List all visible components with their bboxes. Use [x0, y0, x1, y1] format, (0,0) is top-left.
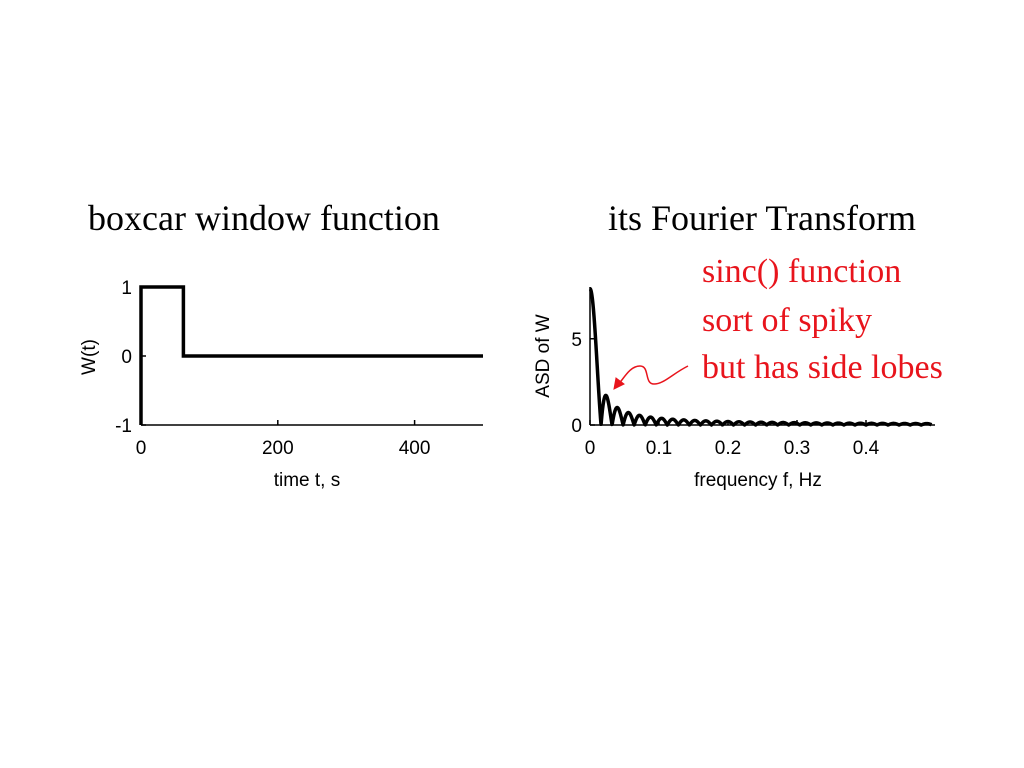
chart-title-boxcar: boxcar window function — [88, 198, 440, 238]
left-x-tick-label: 200 — [262, 438, 294, 459]
annotation-line-2: sort of spiky — [702, 302, 872, 339]
right-y-axis-label: ASD of W — [533, 314, 554, 397]
right-x-tick-label: 0 — [585, 438, 596, 459]
right-x-axis-label: frequency f, Hz — [694, 470, 822, 491]
right-x-tick-label: 0.1 — [646, 438, 672, 459]
right-x-tick-label: 0.3 — [784, 438, 810, 459]
chart-title-fourier: its Fourier Transform — [608, 198, 917, 238]
left-y-tick-label: -1 — [115, 416, 132, 437]
left-y-tick-label: 0 — [121, 347, 132, 368]
annotation-arrow — [613, 365, 689, 390]
asd-series-line — [588, 287, 934, 427]
right-x-tick-label: 0.4 — [853, 438, 880, 459]
annotation-line-3: but has side lobes — [702, 349, 943, 386]
left-x-tick-label: 400 — [399, 438, 431, 459]
annotation-line-1: sinc() function — [702, 253, 902, 290]
boxcar-series-line — [139, 285, 483, 425]
right-y-tick-label: 5 — [571, 330, 582, 351]
left-x-axis-label: time t, s — [274, 470, 341, 491]
right-y-ticks: 05 — [571, 330, 595, 437]
right-x-tick-label: 0.2 — [715, 438, 741, 459]
left-y-axis-label: W(t) — [79, 339, 100, 375]
right-axes — [589, 287, 935, 426]
left-x-ticks: 0 200 400 — [136, 420, 431, 459]
left-y-tick-label: 1 — [121, 278, 132, 299]
left-x-tick-label: 0 — [136, 438, 147, 459]
right-y-tick-label: 0 — [571, 416, 582, 437]
